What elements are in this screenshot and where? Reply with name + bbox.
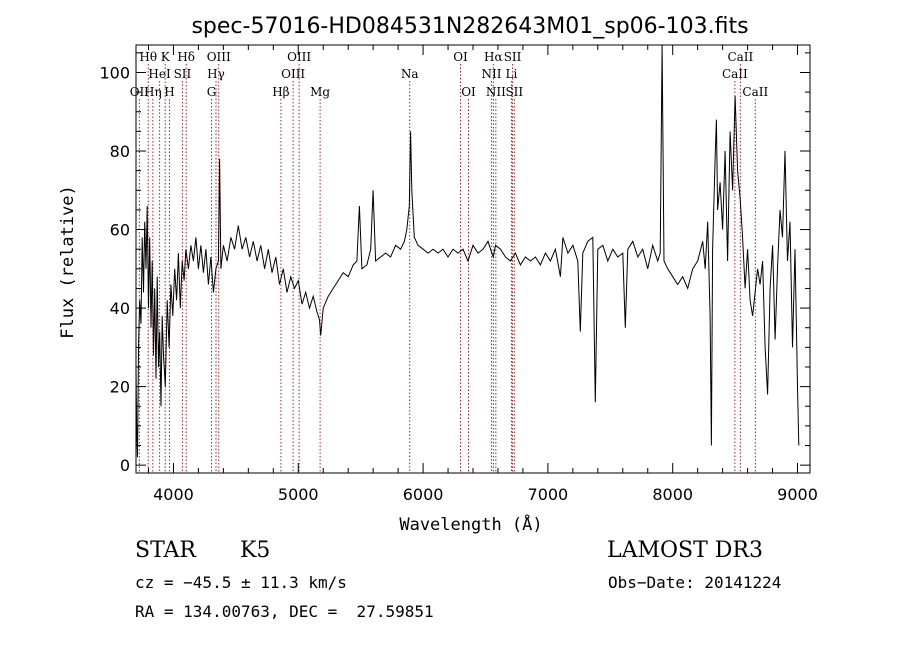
x-axis-label: Wavelength (Å)	[399, 513, 542, 535]
chart-title: spec-57016-HD084531N282643M01_sp06-103.f…	[191, 14, 748, 39]
marker-label-23: SII	[505, 85, 523, 99]
y-axis-label: Flux (relative)	[58, 185, 78, 339]
marker-label-5: H	[164, 85, 174, 99]
survey-name: LAMOST DR3	[607, 538, 763, 563]
marker-label-9: Hγ	[207, 67, 225, 81]
y-tick-label-0: 0	[120, 456, 130, 475]
y-tick-label-100: 100	[99, 63, 130, 82]
marker-label-24: CaII	[722, 67, 748, 81]
marker-label-20: NII	[486, 85, 506, 99]
x-tick-label-8000: 8000	[652, 485, 693, 504]
marker-label-11: Hβ	[272, 85, 289, 99]
x-tick-label-4000: 4000	[153, 485, 194, 504]
marker-label-25: CaII	[727, 50, 753, 64]
spectrum-line	[135, 44, 800, 458]
y-axis: 0 20 40 60 80 100	[99, 52, 810, 475]
marker-label-21: Li	[506, 67, 518, 81]
marker-label-4: K	[161, 50, 171, 64]
marker-label-19: Hα	[484, 50, 503, 64]
marker-label-13: OIII	[287, 50, 311, 64]
marker-label-3: HeI	[148, 67, 171, 81]
coordinates: RA = 134.00763, DEC = 27.59851	[135, 602, 434, 621]
spectrum-series	[135, 44, 800, 458]
object-subclass: K5	[240, 538, 271, 563]
marker-label-7: Hδ	[177, 50, 195, 64]
marker-label-12: OIII	[281, 67, 305, 81]
line-markers: HθOIIHηHeIKHSIIHδGHγOIIIHβOIIIOIIIMgNaOI…	[130, 50, 768, 473]
marker-label-0: Hθ	[139, 50, 157, 64]
x-axis: 4000 5000 6000 7000 8000 9000	[147, 45, 818, 504]
x-tick-label-9000: 9000	[777, 485, 818, 504]
marker-label-26: CaII	[742, 85, 768, 99]
marker-label-14: Mg	[310, 85, 330, 99]
marker-label-8: G	[207, 85, 217, 99]
y-tick-label-20: 20	[110, 378, 130, 397]
marker-label-16: OI	[453, 50, 468, 64]
observation-date: Obs−Date: 20141224	[608, 573, 782, 592]
y-tick-label-40: 40	[110, 299, 130, 318]
y-tick-label-60: 60	[110, 221, 130, 240]
marker-label-2: Hη	[144, 85, 162, 99]
x-tick-label-6000: 6000	[403, 485, 444, 504]
marker-label-6: SII	[174, 67, 192, 81]
marker-label-15: Na	[401, 67, 419, 81]
marker-label-18: NII	[481, 67, 501, 81]
y-tick-label-80: 80	[110, 142, 130, 161]
x-tick-label-5000: 5000	[278, 485, 319, 504]
marker-label-10: OIII	[207, 50, 231, 64]
x-tick-label-7000: 7000	[528, 485, 569, 504]
marker-label-17: OI	[461, 85, 476, 99]
redshift-cz: cz = −45.5 ± 11.3 km/s	[135, 573, 347, 592]
marker-label-22: SII	[504, 50, 522, 64]
object-class: STAR	[135, 538, 196, 563]
